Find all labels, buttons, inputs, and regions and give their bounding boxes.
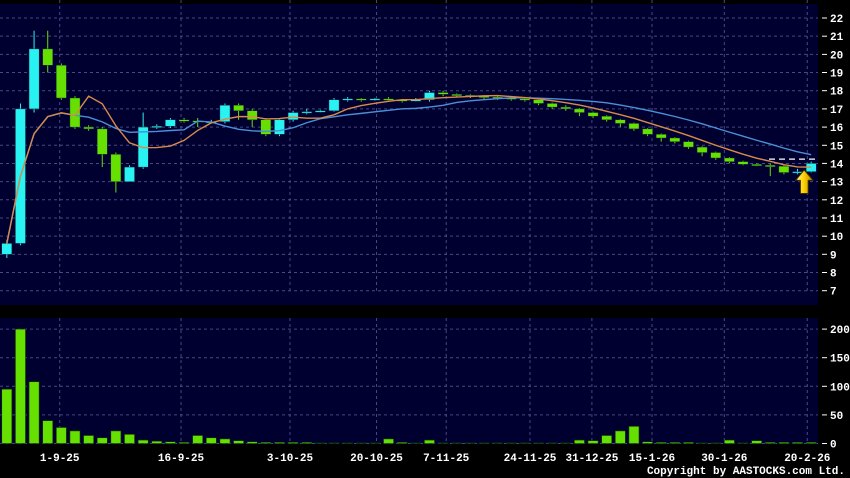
svg-text:16: 16 <box>830 123 843 135</box>
svg-text:16-9-25: 16-9-25 <box>158 453 205 465</box>
svg-text:Copyright by AASTOCKS.com Ltd.: Copyright by AASTOCKS.com Ltd. <box>647 466 845 478</box>
svg-text:1-9-25: 1-9-25 <box>40 453 80 465</box>
svg-text:8: 8 <box>830 269 837 281</box>
svg-text:31-12-25: 31-12-25 <box>565 453 618 465</box>
svg-text:15-1-26: 15-1-26 <box>629 453 675 465</box>
svg-text:30-1-26: 30-1-26 <box>701 453 747 465</box>
svg-text:12: 12 <box>830 196 843 208</box>
svg-text:3-10-25: 3-10-25 <box>267 453 314 465</box>
svg-text:17: 17 <box>830 105 843 117</box>
svg-text:7: 7 <box>830 287 837 299</box>
svg-text:22: 22 <box>830 14 843 26</box>
svg-text:100: 100 <box>830 382 850 394</box>
svg-text:20-10-25: 20-10-25 <box>350 453 403 465</box>
svg-text:19: 19 <box>830 69 843 81</box>
svg-text:150: 150 <box>830 354 850 366</box>
svg-text:50: 50 <box>830 411 843 423</box>
svg-text:7-11-25: 7-11-25 <box>423 453 470 465</box>
svg-text:15: 15 <box>830 141 844 153</box>
svg-text:14: 14 <box>830 159 844 171</box>
svg-text:21: 21 <box>830 32 844 44</box>
svg-text:200: 200 <box>830 325 850 337</box>
svg-text:10: 10 <box>830 232 843 244</box>
svg-text:13: 13 <box>830 178 844 190</box>
svg-text:9: 9 <box>830 250 837 262</box>
svg-text:24-11-25: 24-11-25 <box>504 453 557 465</box>
svg-text:20: 20 <box>830 50 843 62</box>
svg-text:0: 0 <box>830 440 837 452</box>
svg-text:20-2-26: 20-2-26 <box>784 453 830 465</box>
svg-text:11: 11 <box>830 214 844 226</box>
svg-text:18: 18 <box>830 87 844 99</box>
